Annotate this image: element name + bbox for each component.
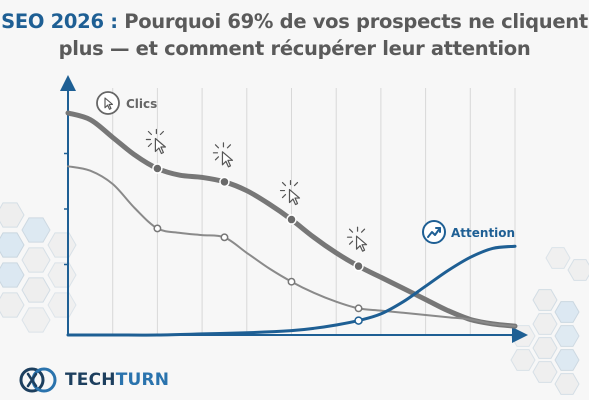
click-ray [159,130,164,136]
title-prefix: SEO 2026 : [1,10,118,33]
click-ray [348,228,354,233]
hexagon [0,202,25,228]
hexagon [532,361,558,383]
click-ray [214,156,220,161]
click-ray [147,130,152,136]
hexagon-background [0,202,589,395]
hexagon [567,259,589,281]
cursor-click-icon [104,97,114,110]
hexagon [0,262,25,288]
brand-name-part1: TECH [65,370,116,390]
click-ray [226,144,232,149]
hexagon [554,301,580,323]
trend-arrowhead [435,227,441,233]
click-ray [214,144,220,149]
legend-label-clics: Clics [126,97,157,111]
series-secondary-marker [354,304,363,313]
series-clics-marker [353,260,364,272]
series-secondary-marker [153,224,162,233]
chart-grid [112,88,516,335]
click-ray [293,181,299,187]
series-secondary-marker [220,233,229,242]
hexagon [21,217,51,243]
title-line-2: plus — et comment récupérer leur attenti… [58,37,531,60]
attention-icon-circle [422,220,446,244]
hexagon [532,313,558,335]
legend-label-attention: Attention [451,226,515,240]
click-ray [348,240,354,245]
chart-labels: Clics Attention [96,91,515,252]
series-attention-line [66,244,517,337]
series-attention-marker [354,316,363,325]
hexagon [47,232,77,258]
hexagon [532,289,558,311]
techturn-logo-icon [19,367,57,393]
title-line-1: SEO 2026 : Pourquoi 69% de vos prospects… [0,8,589,35]
series-clics-marker [219,176,230,188]
attention-label-group: Attention [422,220,515,244]
series-clics-marker [286,214,297,225]
cursor-click-icon [145,128,166,155]
hexagon [554,373,580,395]
hexagon [0,292,25,318]
cursor-arrow [154,137,166,155]
brand-name: TECHTURN [65,370,169,390]
click-ray [281,193,287,199]
hexagon [532,337,558,359]
trending-up-icon [427,227,441,238]
hexagon [21,247,51,273]
cursor-click-icon [346,226,368,252]
hexagon [554,325,580,347]
trend-line [427,227,441,238]
hexagon [21,307,51,333]
clics-label-group: Clics [96,91,157,115]
hexagon [545,247,571,269]
page-title: SEO 2026 : Pourquoi 69% de vos prospects… [0,8,589,62]
cursor-arrow [104,97,114,110]
chart-series [65,110,518,337]
cursor-click-icon [279,179,301,206]
cursor-arrow [355,235,368,252]
brand-logo: TECHTURN [18,366,169,394]
hexagon [0,232,25,258]
series-clics-marker [152,163,163,174]
click-ray [281,181,287,187]
hexagon [510,349,536,371]
click-ray [147,142,152,148]
brand-name-part2: TURN [115,370,170,390]
hexagon [21,277,51,303]
hexagon [47,292,77,318]
hexagon [554,349,580,371]
cursor-arrow [288,188,301,206]
title-line-1-text: Pourquoi 69% de vos prospects ne cliquen… [124,10,588,33]
series-secondary-marker [287,277,296,286]
hexagon [47,262,77,288]
cursor-click-icon [212,142,234,168]
cursor-arrow [221,151,234,168]
click-ray [360,228,366,233]
